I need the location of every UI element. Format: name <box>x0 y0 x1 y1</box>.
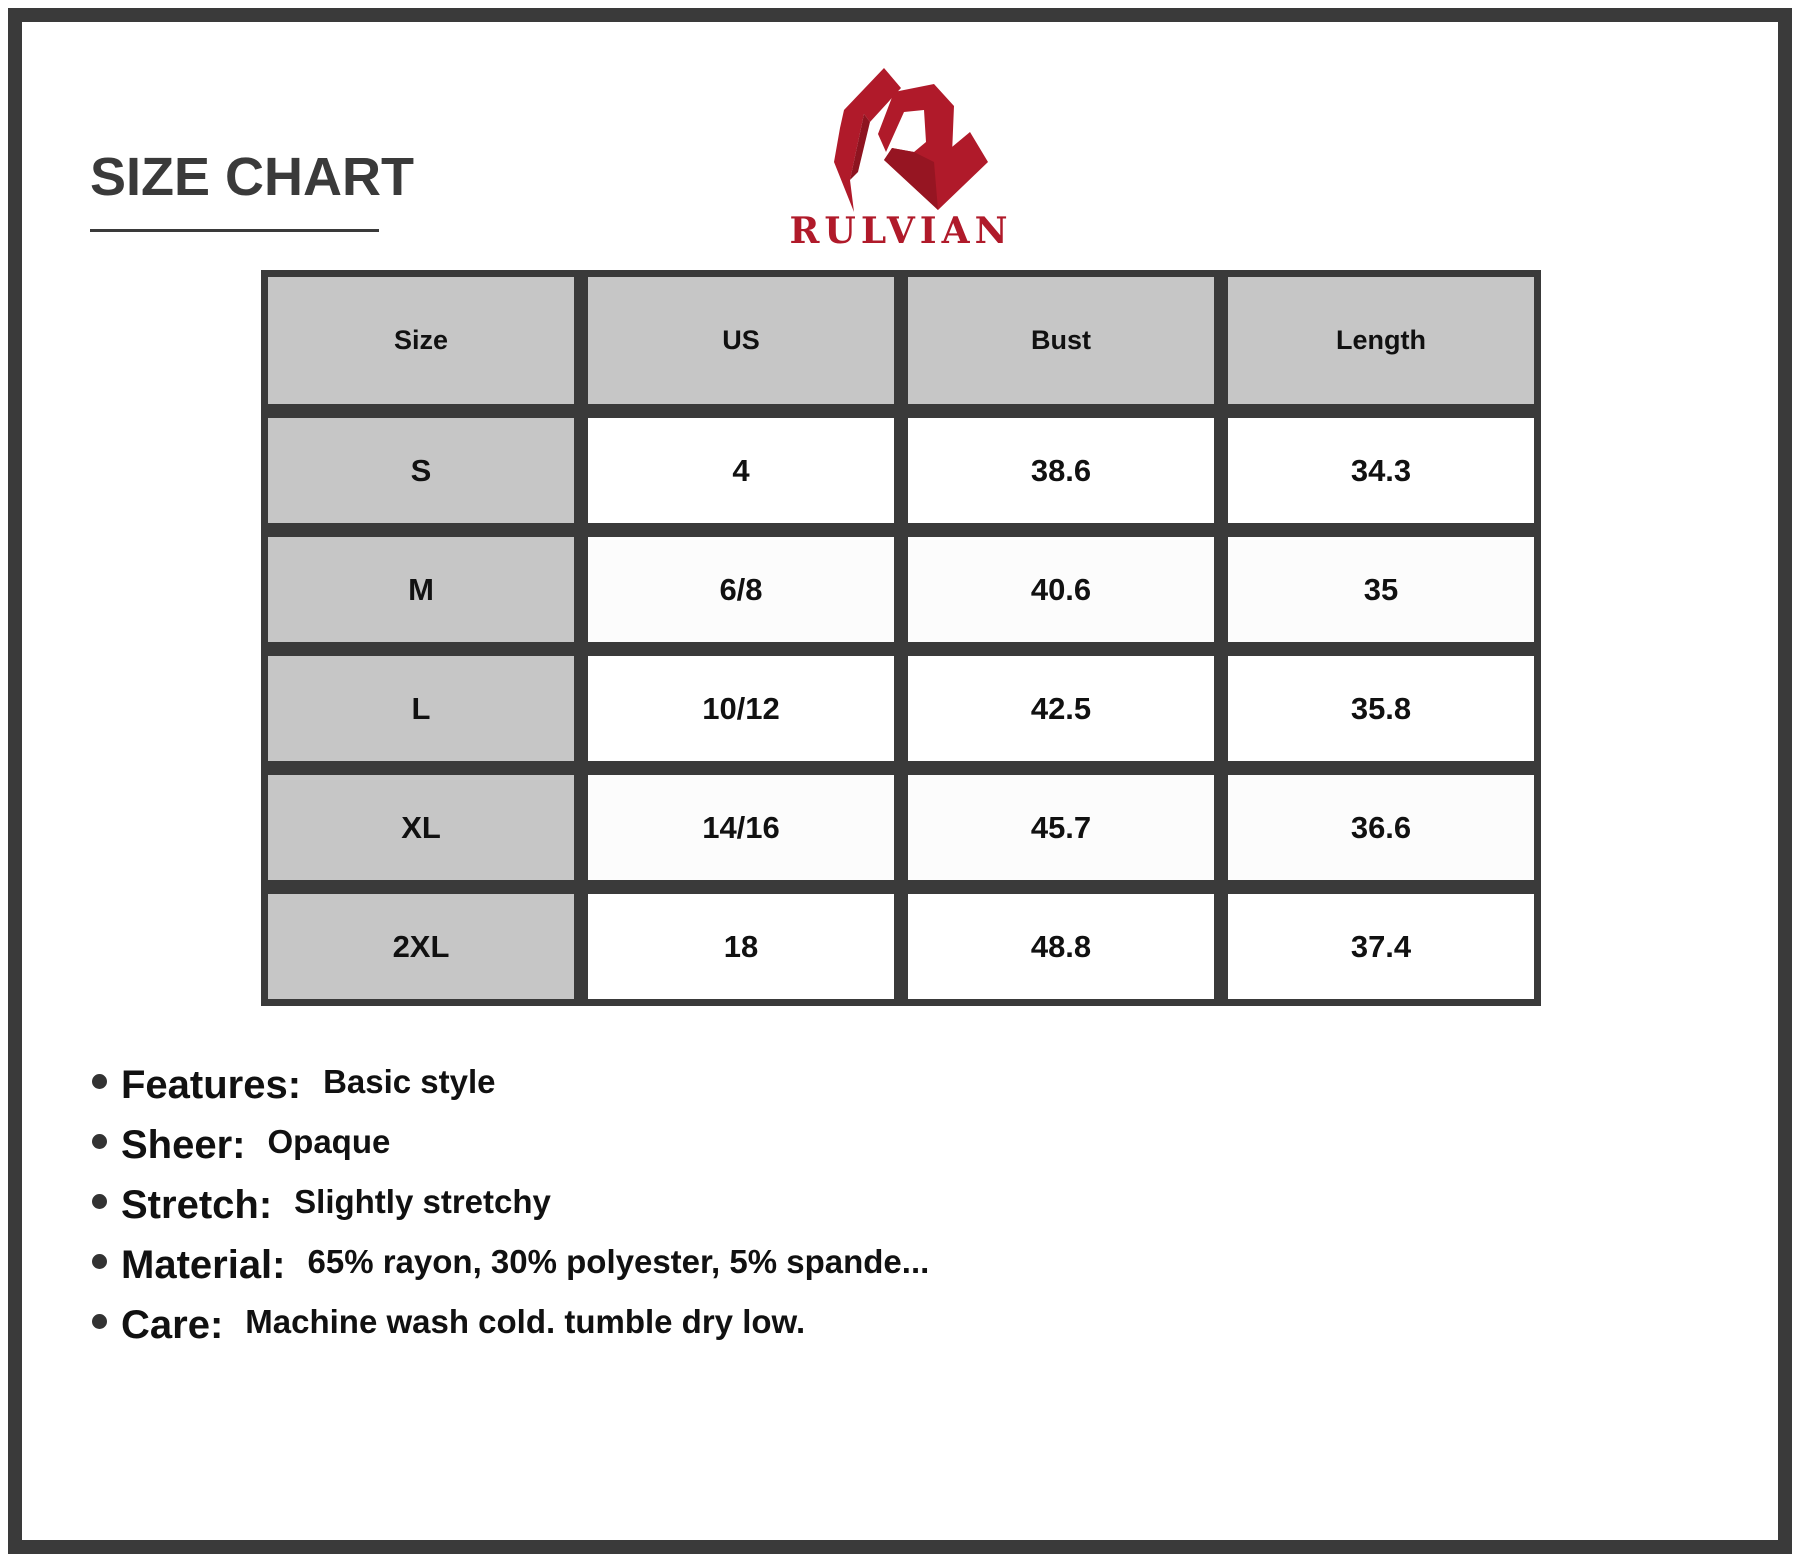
feature-item: Features: Basic style <box>90 1055 929 1115</box>
bullet-icon <box>92 1193 107 1209</box>
bullet-icon <box>92 1073 107 1089</box>
size-table: Size US Bust Length S 4 38.6 34.3 M 6/8 … <box>261 270 1541 1006</box>
brand-name: RULVIAN <box>789 210 1013 252</box>
feature-item: Material: 65% rayon, 30% polyester, 5% s… <box>90 1235 929 1295</box>
cell-us: 4 <box>588 418 894 523</box>
cell-bust: 45.7 <box>908 775 1214 880</box>
cell-length: 35.8 <box>1228 656 1534 761</box>
feature-item: Stretch: Slightly stretchy <box>90 1175 929 1235</box>
cell-bust: 40.6 <box>908 537 1214 642</box>
feature-label: Features: <box>121 1062 302 1107</box>
page-title: SIZE CHART <box>90 147 414 207</box>
cell-bust: 38.6 <box>908 418 1214 523</box>
feature-value: Opaque <box>267 1123 391 1160</box>
cell-us: 18 <box>588 894 894 999</box>
header-bust: Bust <box>908 277 1214 404</box>
cell-length: 36.6 <box>1228 775 1534 880</box>
feature-value: Slightly stretchy <box>294 1183 551 1220</box>
feature-list: Features: Basic style Sheer: Opaque Stre… <box>90 1055 929 1355</box>
cell-length: 37.4 <box>1228 894 1534 999</box>
cell-bust: 48.8 <box>908 894 1214 999</box>
header-size: Size <box>268 277 574 404</box>
feature-value: Machine wash cold. tumble dry low. <box>245 1303 806 1340</box>
cell-length: 35 <box>1228 537 1534 642</box>
cell-size: XL <box>268 775 574 880</box>
feature-item: Care: Machine wash cold. tumble dry low. <box>90 1295 929 1355</box>
cell-us: 6/8 <box>588 537 894 642</box>
cell-bust: 42.5 <box>908 656 1214 761</box>
cell-us: 14/16 <box>588 775 894 880</box>
cell-size: L <box>268 656 574 761</box>
feature-value: 65% rayon, 30% polyester, 5% spande... <box>307 1243 930 1280</box>
header-us: US <box>588 277 894 404</box>
brand-logo: RULVIAN <box>774 62 1028 252</box>
cell-length: 34.3 <box>1228 418 1534 523</box>
feature-label: Sheer: <box>121 1122 246 1167</box>
cell-size: S <box>268 418 574 523</box>
bullet-icon <box>92 1313 107 1329</box>
header-length: Length <box>1228 277 1534 404</box>
title-underline <box>90 229 379 232</box>
cell-us: 10/12 <box>588 656 894 761</box>
feature-item: Sheer: Opaque <box>90 1115 929 1175</box>
feature-label: Care: <box>121 1302 224 1347</box>
r-logo-icon <box>834 68 988 212</box>
page-frame <box>8 8 1792 1554</box>
feature-value: Basic style <box>323 1063 496 1100</box>
cell-size: 2XL <box>268 894 574 999</box>
feature-label: Stretch: <box>121 1182 273 1227</box>
bullet-icon <box>92 1133 107 1149</box>
cell-size: M <box>268 537 574 642</box>
bullet-icon <box>92 1253 107 1269</box>
feature-label: Material: <box>121 1242 286 1287</box>
